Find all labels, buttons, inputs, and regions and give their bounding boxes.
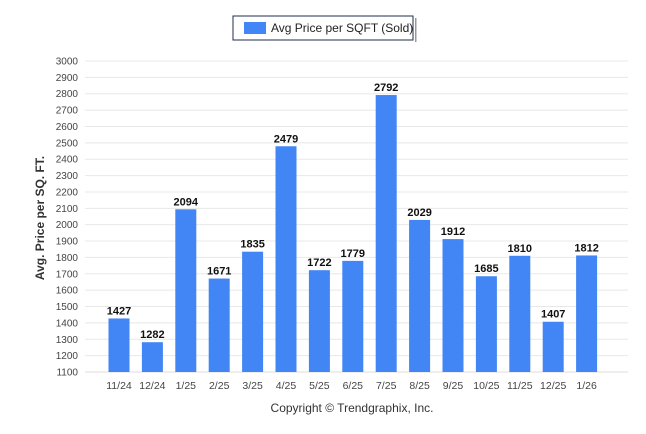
y-tick-label: 1600 bbox=[56, 286, 79, 297]
y-tick-label: 2600 bbox=[56, 122, 79, 133]
data-label: 1685 bbox=[474, 263, 498, 275]
data-label: 2479 bbox=[274, 133, 298, 145]
data-label: 1671 bbox=[207, 266, 231, 278]
x-tick-label: 2/25 bbox=[209, 380, 230, 392]
legend-shadow bbox=[415, 18, 417, 42]
y-tick-label: 2200 bbox=[56, 187, 79, 198]
x-tick-label: 4/25 bbox=[276, 380, 297, 392]
bar bbox=[576, 255, 598, 372]
y-tick-label: 1200 bbox=[56, 351, 79, 362]
data-label: 1810 bbox=[508, 243, 532, 255]
x-tick-label: 9/25 bbox=[443, 380, 464, 392]
y-tick-label: 3000 bbox=[56, 57, 79, 68]
x-tick-label: 1/26 bbox=[576, 380, 597, 392]
x-tick-label: 1/25 bbox=[176, 380, 197, 392]
bar bbox=[375, 95, 397, 372]
legend-swatch bbox=[244, 22, 266, 34]
y-tick-label: 2500 bbox=[56, 138, 79, 149]
y-tick-label: 2000 bbox=[56, 220, 79, 231]
data-label: 1835 bbox=[240, 239, 264, 251]
data-label: 1282 bbox=[140, 329, 164, 341]
x-tick-label: 6/25 bbox=[343, 380, 364, 392]
bar bbox=[442, 239, 464, 372]
bar bbox=[409, 219, 431, 372]
bar bbox=[475, 276, 497, 372]
bar bbox=[141, 342, 163, 372]
x-tick-label: 8/25 bbox=[409, 380, 430, 392]
x-tick-label: 12/25 bbox=[540, 380, 566, 392]
bar bbox=[108, 318, 130, 372]
y-tick-label: 1800 bbox=[56, 253, 79, 264]
y-tick-label: 1700 bbox=[56, 269, 79, 280]
bar bbox=[342, 260, 364, 372]
bar bbox=[208, 278, 230, 372]
y-tick-label: 1300 bbox=[56, 335, 79, 346]
y-tick-label: 2300 bbox=[56, 171, 79, 182]
data-label: 1779 bbox=[341, 248, 365, 260]
data-label: 1722 bbox=[307, 257, 331, 269]
y-tick-label: 1100 bbox=[56, 368, 78, 379]
bar bbox=[275, 146, 297, 372]
x-tick-label: 11/25 bbox=[507, 380, 533, 392]
legend-label: Avg Price per SQFT (Sold) bbox=[271, 21, 413, 35]
data-label: 1812 bbox=[574, 242, 598, 254]
x-tick-label: 3/25 bbox=[242, 380, 263, 392]
x-tick-label: 10/25 bbox=[473, 380, 499, 392]
bar bbox=[308, 270, 330, 372]
x-tick-label: 5/25 bbox=[309, 380, 330, 392]
legend: Avg Price per SQFT (Sold) bbox=[232, 15, 417, 42]
copyright-footer: Copyright © Trendgraphix, Inc. bbox=[271, 401, 434, 415]
data-label: 2792 bbox=[374, 82, 398, 94]
x-tick-label: 11/24 bbox=[106, 380, 132, 392]
data-label: 2094 bbox=[174, 196, 199, 208]
data-label: 1427 bbox=[107, 305, 131, 317]
y-tick-label: 2700 bbox=[56, 106, 79, 117]
x-tick-label: 7/25 bbox=[376, 380, 397, 392]
y-axis-label: Avg. Price per SQ. FT. bbox=[33, 156, 47, 280]
bar bbox=[242, 251, 264, 372]
bar bbox=[509, 255, 531, 372]
y-tick-label: 2900 bbox=[56, 73, 79, 84]
data-label: 1407 bbox=[541, 309, 565, 321]
x-tick-label: 12/24 bbox=[139, 380, 165, 392]
y-tick-label: 1900 bbox=[56, 237, 79, 248]
y-tick-label: 1500 bbox=[56, 302, 79, 313]
data-label: 1912 bbox=[441, 226, 465, 238]
y-tick-label: 2800 bbox=[56, 89, 79, 100]
bar bbox=[175, 209, 197, 372]
y-tick-label: 2100 bbox=[56, 204, 79, 215]
y-tick-label: 1400 bbox=[56, 318, 79, 329]
data-label: 2029 bbox=[407, 207, 431, 219]
bar bbox=[542, 321, 564, 372]
y-tick-label: 2400 bbox=[56, 155, 79, 166]
